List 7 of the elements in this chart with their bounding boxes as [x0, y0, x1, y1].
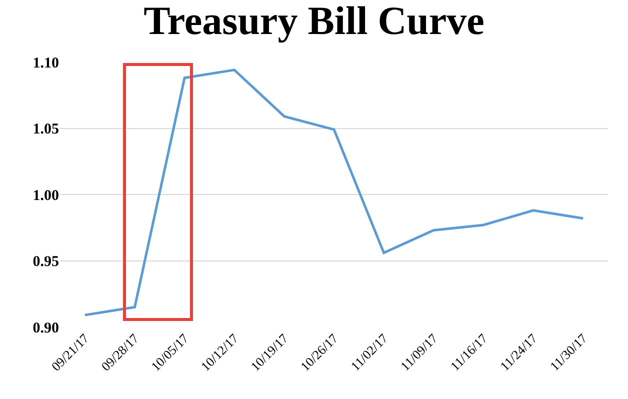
chart-title: Treasury Bill Curve	[144, 0, 484, 43]
y-tick-label: 1.05	[32, 122, 59, 138]
y-tick-label: 0.90	[32, 320, 59, 336]
line-series	[84, 68, 584, 316]
y-tick-label: 1.00	[32, 188, 59, 204]
y-tick-label: 0.95	[32, 254, 59, 270]
y-tick-label: 1.10	[32, 55, 59, 72]
